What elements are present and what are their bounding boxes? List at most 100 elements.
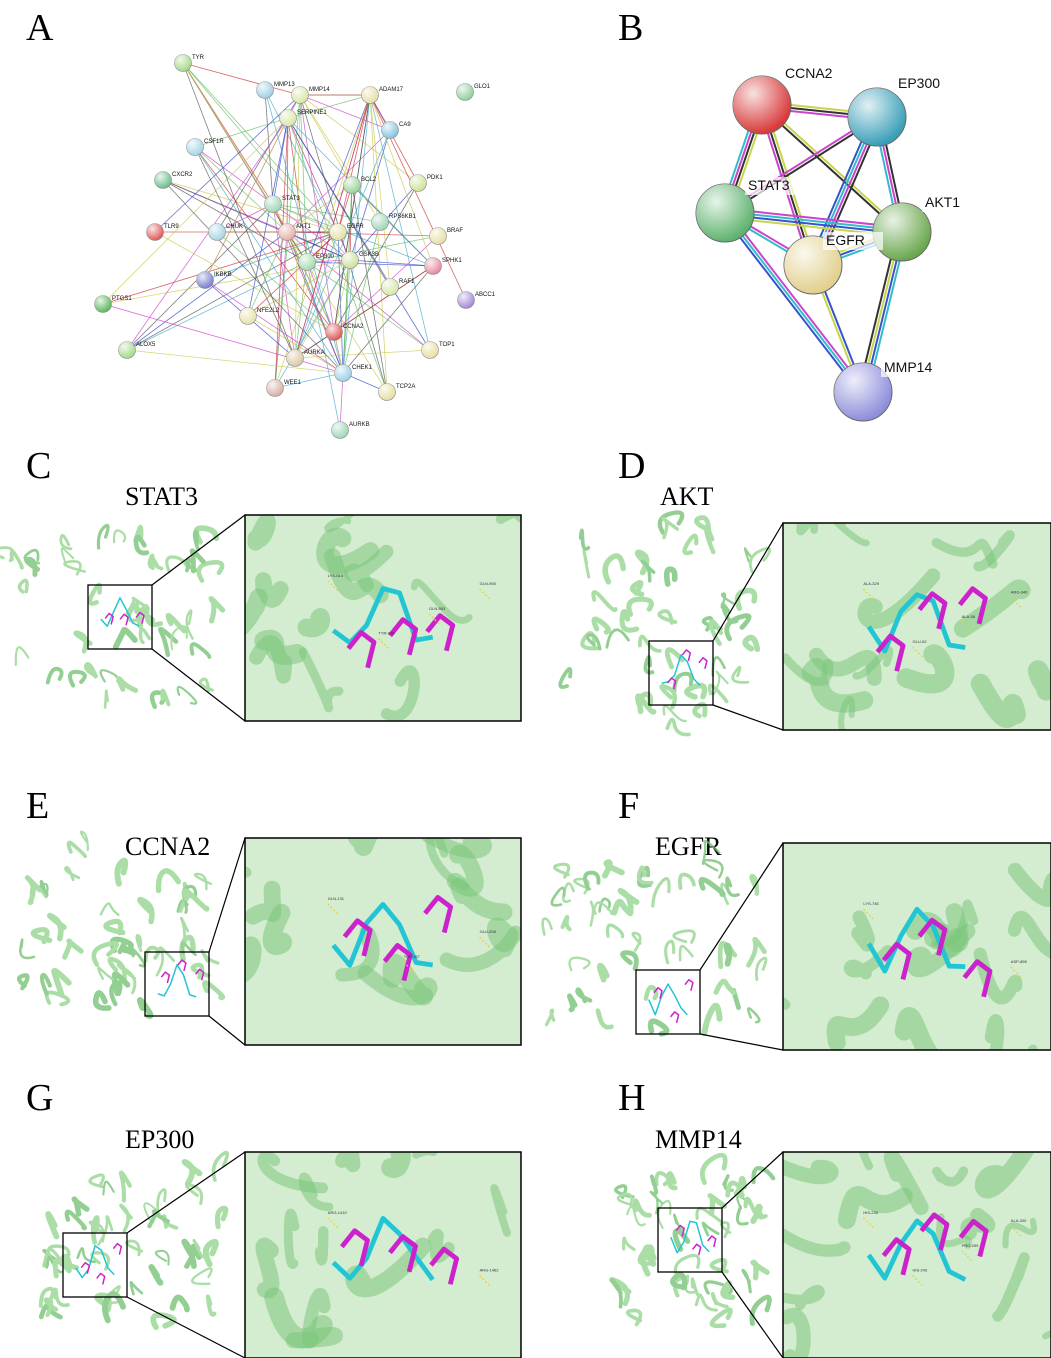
node-shine — [187, 139, 204, 156]
edge — [287, 232, 430, 350]
ribbon — [263, 1246, 271, 1291]
ribbon — [570, 958, 590, 970]
residue-label: LYS-614 — [328, 573, 344, 578]
node-label: RAF1 — [399, 279, 415, 285]
node-shine — [362, 87, 379, 104]
node-shine — [848, 88, 906, 146]
residue-label: ALA-200 — [1011, 1218, 1027, 1223]
ribbon — [119, 679, 136, 691]
node-shine — [372, 214, 389, 231]
residue-stick — [97, 1273, 105, 1284]
node-shine — [379, 384, 396, 401]
ribbon — [16, 647, 29, 665]
ribbon — [697, 1208, 720, 1221]
protein-title: AKT — [660, 482, 714, 511]
ribbon — [196, 528, 216, 542]
ribbon — [727, 946, 730, 964]
ribbon — [391, 1152, 402, 1168]
edge — [205, 280, 343, 373]
node-label: EP300 — [316, 254, 335, 260]
ribbon — [607, 925, 622, 936]
ribbon — [67, 1212, 85, 1229]
ribbon — [137, 935, 141, 950]
residue-label: ALA-329 — [863, 581, 879, 586]
ribbon — [81, 832, 88, 850]
zoom-box — [145, 952, 209, 1016]
node-shine — [344, 177, 361, 194]
node-label: PTGS1 — [112, 296, 132, 302]
zoom-connector — [152, 649, 245, 721]
ribbon — [716, 981, 734, 992]
ribbon — [153, 1315, 174, 1327]
ribbon — [320, 1231, 324, 1260]
ribbon — [256, 521, 268, 542]
node-shine — [430, 228, 447, 245]
node-label: CHUK — [226, 224, 243, 230]
ribbon — [106, 921, 123, 932]
residue-label: TYR-913 — [378, 630, 395, 635]
node-shine — [119, 342, 136, 359]
node-shine — [733, 76, 791, 134]
ribbon — [560, 669, 570, 687]
ribbon — [703, 1223, 718, 1235]
ribbon — [706, 527, 713, 552]
node-label: SPHK1 — [442, 258, 462, 264]
node-shine — [332, 422, 349, 439]
ribbon — [195, 874, 211, 889]
node-shine — [457, 84, 474, 101]
ribbon — [146, 948, 159, 961]
ribbon — [48, 1214, 56, 1237]
ribbon — [173, 1297, 187, 1309]
ribbon — [555, 864, 569, 877]
ribbon — [121, 1173, 130, 1201]
edge — [287, 232, 438, 236]
residue-label: HIS-239 — [863, 1210, 878, 1215]
ribbon — [121, 1205, 131, 1230]
ribbon — [737, 1207, 747, 1224]
ribbon — [750, 548, 769, 572]
ribbon — [658, 1201, 670, 1228]
ribbon — [98, 525, 108, 548]
ribbon — [651, 1021, 667, 1034]
zoom-connector — [209, 838, 245, 952]
residue-stick — [699, 658, 707, 669]
node-label: CCNA2 — [343, 324, 364, 330]
ribbon — [74, 1199, 87, 1214]
ribbon — [745, 638, 757, 650]
protein-title: STAT3 — [125, 482, 198, 511]
node-shine — [279, 224, 296, 241]
node-shine — [410, 175, 427, 192]
node-shine — [422, 342, 439, 359]
node-label: AURKB — [349, 422, 370, 428]
panel-letter: A — [26, 7, 54, 49]
ribbon — [593, 592, 615, 610]
node-label: BRAF — [447, 228, 463, 234]
ribbon — [101, 670, 118, 681]
ligand-site — [649, 980, 693, 1023]
ribbon — [680, 946, 692, 960]
ribbon — [19, 580, 27, 591]
ribbon — [712, 1310, 731, 1326]
ribbon — [663, 518, 677, 537]
node-label: EP300 — [898, 75, 940, 91]
ribbon — [664, 706, 686, 721]
zoom-connector — [209, 1016, 245, 1045]
ribbon — [667, 569, 675, 584]
protein-title: CCNA2 — [125, 832, 210, 861]
zoom-box — [636, 970, 700, 1034]
node-label: CXCR2 — [172, 172, 193, 178]
ribbon — [743, 1270, 750, 1292]
ribbon — [748, 1008, 759, 1022]
ribbon — [735, 1000, 785, 1029]
panel-letter: H — [618, 1077, 645, 1119]
residue-label: GLN-953 — [429, 606, 446, 611]
residue-stick — [113, 1244, 121, 1255]
ribbon — [117, 861, 125, 884]
ribbon — [355, 821, 371, 846]
node-label: CHEK1 — [352, 365, 373, 371]
node-label: IKBKB — [214, 272, 232, 278]
node-shine — [382, 122, 399, 139]
ribbon — [1038, 670, 1051, 691]
node-label: CSF1R — [204, 139, 224, 145]
